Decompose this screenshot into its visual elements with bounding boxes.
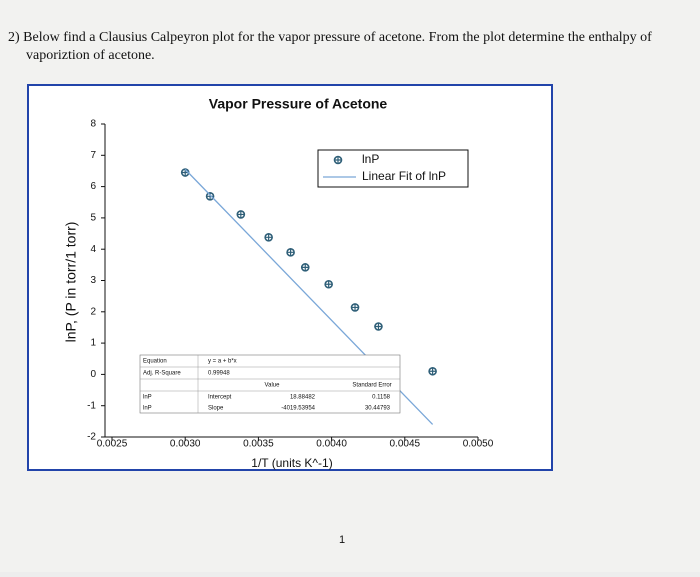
table-cell: 0.99948 [208,371,230,377]
fit-table [139,354,401,414]
y-tick-label: 3 [90,275,96,286]
legend-label: Linear Fit of lnP [362,169,446,183]
y-tick-label: 0 [90,369,96,380]
data-point-cross [237,211,244,218]
table-cell: y = a + b*x [208,359,237,365]
y-tick-label: -1 [87,400,96,411]
question-line: 2) Below find a Clausius Calpeyron plot … [8,30,652,45]
table-cell: Value [265,383,281,389]
table-cell: Standard Error [352,383,391,389]
x-tick-label: 0.0030 [170,439,201,450]
y-axis-title: lnP, (P in torr/1 torr) [63,222,79,343]
table-cell: lnP [143,395,152,401]
data-point-cross [352,304,359,311]
data-point-cross [182,169,189,176]
chart-title: Vapor Pressure of Acetone [209,96,388,112]
x-tick-label: 0.0035 [243,439,274,450]
data-point-cross [302,264,309,271]
y-tick-label: 2 [90,306,96,317]
table-cell: lnP [143,406,152,412]
table-cell: 18.88482 [290,395,316,401]
data-point-cross [287,249,294,256]
page-number: 1 [339,534,345,546]
table-cell: -4019.53954 [281,406,315,412]
y-tick-label: 5 [90,213,96,224]
legend-box [317,149,469,188]
x-tick-label: 0.0040 [316,439,347,450]
y-tick-label: -2 [87,432,96,443]
x-tick-label: 0.0025 [97,439,128,450]
data-point-cross [429,368,436,375]
legend-marker-cross [335,157,341,163]
y-tick-label: 8 [90,119,96,130]
data-point-cross [265,234,272,241]
table-cell: Intercept [208,395,232,401]
x-tick-label: 0.0045 [390,439,421,450]
table-cell: Equation [143,359,167,365]
x-tick-label: 0.0050 [463,439,494,450]
table-cell: 30.44793 [365,406,391,412]
data-point-cross [375,323,382,330]
table-cell: Slope [208,406,224,412]
table-cell: 0.1158 [372,395,391,401]
table-cell: Adj. R-Square [143,371,181,377]
y-tick-label: 7 [90,150,96,161]
x-axis-title: 1/T (units K^-1) [251,456,332,470]
y-tick-label: 4 [90,244,96,255]
y-tick-label: 1 [90,338,96,349]
question-line: vaporiztion of acetone. [26,48,155,63]
legend-label: lnP [362,152,379,166]
y-tick-label: 6 [90,181,96,192]
data-point-cross [325,281,332,288]
